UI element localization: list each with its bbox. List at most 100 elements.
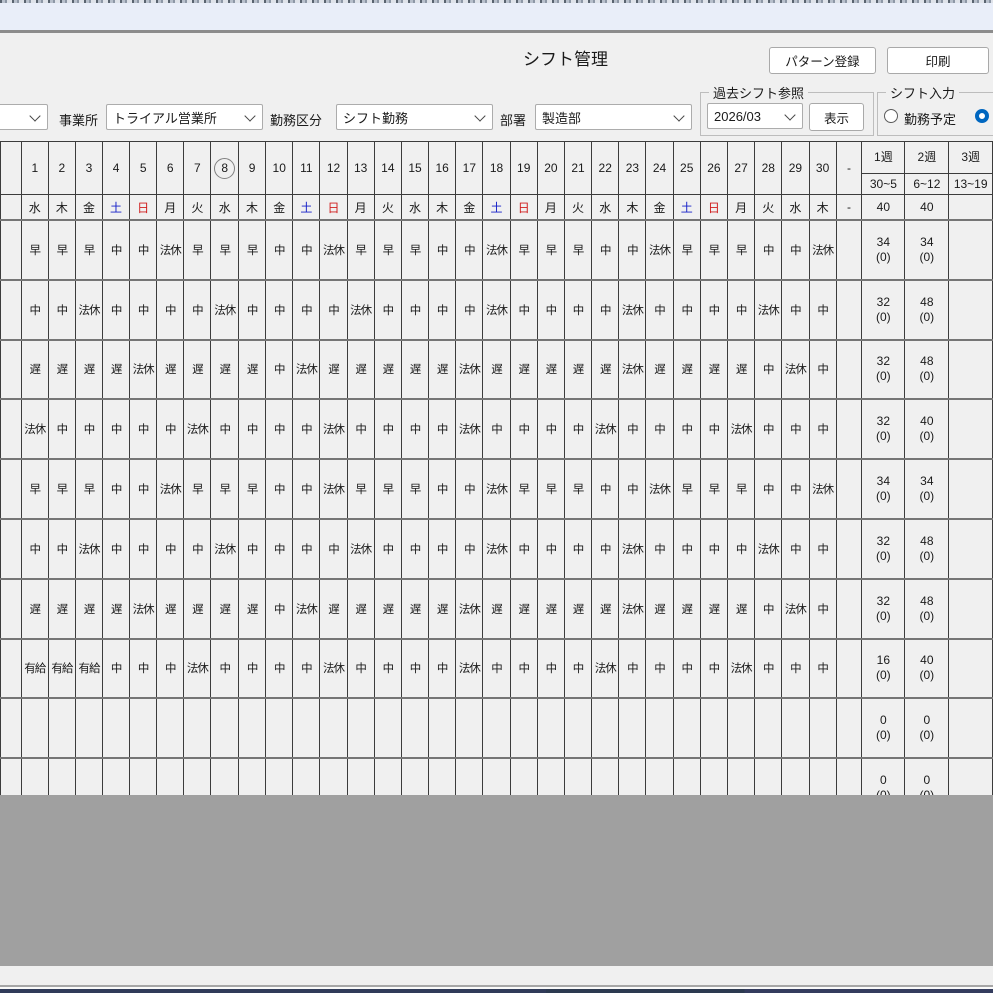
shift-cell[interactable]: 法休 — [319, 458, 348, 520]
shift-cell[interactable]: 遅 — [20, 577, 49, 640]
shift-cell[interactable]: 遅 — [210, 338, 240, 400]
shift-cell[interactable]: 中 — [428, 219, 457, 281]
shift-cell[interactable] — [156, 697, 185, 759]
shift-cell[interactable]: 中 — [400, 637, 430, 699]
shift-cell[interactable]: 中 — [563, 637, 593, 699]
shift-cell[interactable]: 法休 — [129, 577, 158, 640]
shift-cell[interactable]: 遅 — [373, 577, 402, 640]
shift-cell[interactable] — [808, 697, 837, 759]
shift-cell[interactable]: 中 — [536, 517, 565, 580]
shift-cell[interactable]: 遅 — [672, 338, 701, 400]
shift-cell[interactable]: 遅 — [20, 338, 49, 400]
shift-cell[interactable]: 早 — [509, 219, 538, 281]
shift-cell[interactable]: 中 — [346, 398, 375, 460]
shift-cell[interactable]: 早 — [563, 458, 593, 520]
shift-cell[interactable]: 遅 — [156, 338, 185, 400]
shift-cell[interactable]: 法休 — [74, 517, 104, 580]
shift-cell[interactable]: 中 — [455, 517, 484, 580]
shift-cell[interactable]: 中 — [156, 517, 185, 580]
shift-cell[interactable] — [47, 757, 76, 797]
shift-cell[interactable]: 中 — [428, 637, 457, 699]
shift-cell[interactable] — [563, 697, 593, 759]
shift-cell[interactable] — [482, 697, 511, 759]
shift-cell[interactable]: 中 — [808, 398, 837, 460]
shift-cell[interactable] — [618, 757, 647, 797]
shift-cell[interactable]: 遅 — [47, 338, 76, 400]
target-month-dropdown[interactable]: /04 — [0, 104, 48, 130]
shift-cell[interactable] — [645, 697, 674, 759]
shift-cell[interactable]: 遅 — [509, 338, 538, 400]
shift-cell[interactable]: 中 — [754, 458, 783, 520]
shift-cell[interactable] — [509, 757, 538, 797]
shift-cell[interactable] — [428, 757, 457, 797]
shift-cell[interactable] — [781, 757, 810, 797]
shift-cell[interactable] — [373, 757, 402, 797]
shift-cell[interactable]: 有給 — [74, 637, 104, 699]
shift-cell[interactable]: 遅 — [645, 577, 674, 640]
shift-cell[interactable]: 早 — [238, 458, 267, 520]
shift-cell[interactable]: 法休 — [591, 398, 620, 460]
shift-cell[interactable]: 法休 — [482, 458, 511, 520]
shift-cell[interactable] — [726, 697, 756, 759]
shift-cell[interactable]: 法休 — [591, 637, 620, 699]
shift-cell[interactable]: 法休 — [455, 338, 484, 400]
shift-cell[interactable]: 遅 — [699, 338, 728, 400]
shift-cell[interactable]: 中 — [102, 398, 131, 460]
shift-cell[interactable]: 中 — [645, 278, 674, 341]
shift-cell[interactable]: 中 — [672, 278, 701, 341]
shift-cell[interactable] — [672, 697, 701, 759]
shift-cell[interactable]: 法休 — [455, 398, 484, 460]
shift-cell[interactable]: 遅 — [400, 338, 430, 400]
past-month-dropdown[interactable]: 2026/03 — [707, 103, 803, 129]
shift-cell[interactable]: 遅 — [102, 577, 131, 640]
shift-cell[interactable] — [428, 697, 457, 759]
shift-cell[interactable]: 法休 — [618, 517, 647, 580]
shift-cell[interactable] — [210, 757, 240, 797]
shift-cell[interactable]: 法休 — [210, 517, 240, 580]
shift-cell[interactable]: 法休 — [618, 338, 647, 400]
shift-cell[interactable]: 法休 — [210, 278, 240, 341]
shift-cell[interactable]: 早 — [74, 219, 104, 281]
shift-cell[interactable]: 早 — [74, 458, 104, 520]
shift-cell[interactable]: 中 — [319, 278, 348, 341]
shift-cell[interactable]: 中 — [102, 637, 131, 699]
shift-cell[interactable]: 早 — [373, 219, 402, 281]
shift-cell[interactable]: 遅 — [156, 577, 185, 640]
shift-cell[interactable] — [400, 757, 430, 797]
shift-cell[interactable]: 遅 — [238, 577, 267, 640]
shift-cell[interactable]: 中 — [102, 219, 131, 281]
shift-cell[interactable]: 法休 — [74, 278, 104, 341]
shift-cell[interactable] — [563, 757, 593, 797]
shift-cell[interactable]: 中 — [781, 278, 810, 341]
shift-cell[interactable]: 早 — [210, 458, 240, 520]
shift-cell[interactable]: 遅 — [102, 338, 131, 400]
shift-cell[interactable]: 遅 — [536, 338, 565, 400]
shift-cell[interactable]: 中 — [563, 398, 593, 460]
shift-cell[interactable]: 中 — [808, 278, 837, 341]
shift-cell[interactable] — [20, 757, 49, 797]
shift-cell[interactable]: 中 — [346, 637, 375, 699]
shift-cell[interactable]: 中 — [808, 338, 837, 400]
shift-cell[interactable]: 法休 — [346, 517, 375, 580]
shift-cell[interactable]: 早 — [346, 458, 375, 520]
shift-cell[interactable]: 中 — [373, 398, 402, 460]
shift-cell[interactable]: 中 — [482, 398, 511, 460]
shift-cell[interactable]: 中 — [455, 458, 484, 520]
shift-cell[interactable]: 中 — [102, 278, 131, 341]
shift-cell[interactable]: 中 — [156, 278, 185, 341]
shift-cell[interactable]: 遅 — [482, 338, 511, 400]
shift-cell[interactable]: 中 — [618, 398, 647, 460]
shift-cell[interactable]: 中 — [400, 517, 430, 580]
shift-cell[interactable]: 中 — [591, 517, 620, 580]
shift-cell[interactable]: 早 — [699, 458, 728, 520]
print-button[interactable]: 印刷 — [887, 47, 989, 74]
shift-cell[interactable]: 中 — [781, 517, 810, 580]
shift-cell[interactable]: 中 — [102, 458, 131, 520]
shift-cell[interactable] — [536, 757, 565, 797]
shift-cell[interactable] — [672, 757, 701, 797]
shift-cell[interactable] — [400, 697, 430, 759]
shift-cell[interactable] — [509, 697, 538, 759]
shift-cell[interactable] — [754, 757, 783, 797]
shift-cell[interactable]: 中 — [509, 278, 538, 341]
shift-cell[interactable]: 中 — [563, 278, 593, 341]
